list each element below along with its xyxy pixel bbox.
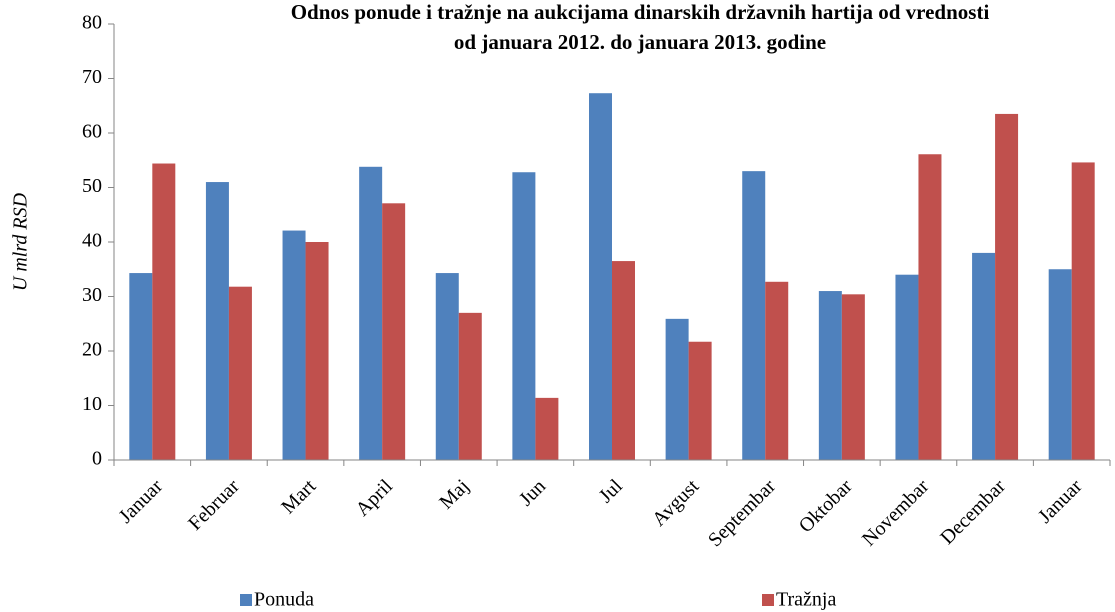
bar — [359, 166, 383, 461]
bar — [282, 230, 306, 460]
legend-swatch — [762, 594, 774, 606]
bar — [458, 312, 482, 460]
bar — [205, 182, 229, 461]
x-tick-label: Januar — [115, 475, 168, 528]
bar — [918, 154, 942, 460]
x-tick-label: April — [352, 475, 398, 521]
bar — [129, 273, 153, 460]
y-tick-label: 50 — [82, 175, 102, 197]
y-axis-label: U mlrd RSD — [10, 192, 32, 291]
bar — [305, 242, 329, 460]
y-tick-label: 60 — [82, 121, 102, 143]
bar — [228, 286, 252, 460]
bar — [1048, 269, 1072, 460]
y-tick-label: 80 — [82, 12, 102, 34]
bar — [972, 252, 996, 460]
x-tick-label: Septembar — [704, 475, 780, 551]
chart-title: od januara 2012. do januara 2013. godine — [454, 30, 826, 54]
bar — [665, 318, 689, 460]
y-tick-label: 20 — [82, 339, 102, 361]
x-tick-label: Jun — [515, 475, 550, 510]
bar — [382, 203, 406, 460]
legend-label: Tražnja — [776, 589, 836, 611]
y-tick-label: 10 — [82, 393, 102, 415]
x-tick-label: Januar — [1034, 475, 1087, 528]
x-tick-label: Decembar — [936, 475, 1010, 549]
bar — [688, 341, 712, 460]
bar — [995, 113, 1019, 461]
bar — [742, 171, 766, 460]
bar — [535, 397, 559, 460]
x-tick-label: Jul — [595, 475, 627, 507]
legend-swatch — [240, 594, 252, 606]
x-tick-label: Februar — [184, 475, 244, 535]
bar — [841, 294, 865, 460]
x-tick-label: Avgust — [648, 475, 704, 531]
chart-title: Odnos ponude i tražnje na aukcijama dina… — [291, 0, 990, 24]
x-tick-label: Oktobar — [795, 475, 857, 537]
bar — [895, 274, 919, 460]
legend-label: Ponuda — [254, 589, 314, 611]
x-tick-label: Novembar — [858, 475, 933, 550]
bar — [512, 172, 536, 461]
bar — [612, 261, 635, 460]
bar — [435, 273, 459, 460]
y-tick-label: 40 — [82, 230, 102, 252]
x-tick-label: Mart — [277, 475, 320, 518]
bar — [765, 281, 789, 460]
x-tick-label: Maj — [435, 475, 473, 513]
y-tick-label: 70 — [82, 66, 102, 88]
y-tick-label: 30 — [82, 284, 102, 306]
bar — [1071, 162, 1095, 460]
bar — [152, 163, 176, 460]
bar — [589, 93, 612, 460]
bar — [818, 291, 842, 460]
y-tick-label: 0 — [92, 448, 102, 470]
